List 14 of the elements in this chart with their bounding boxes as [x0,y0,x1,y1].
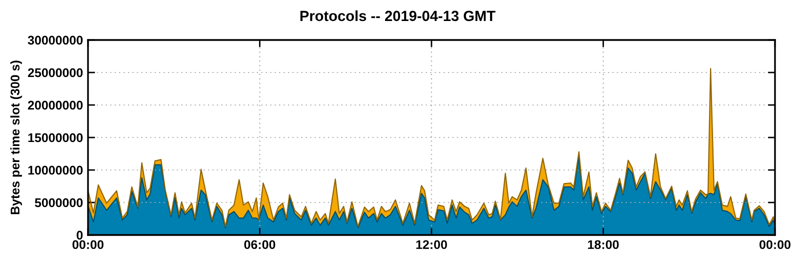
y-tick-label: 0 [76,230,83,240]
y-tick-label: 30000000 [28,36,83,45]
y-axis-title: Bytes per time slot (300 s) [10,60,22,214]
y-tick-label: 15000000 [28,133,83,142]
y-tick-label: 20000000 [28,100,83,110]
y-tick-label: 10000000 [28,166,83,175]
x-tick-label: 12:00 [416,240,447,250]
x-tick-label: 00:00 [72,240,104,250]
y-tick-label: 5000000 [34,198,83,208]
x-tick-label: 00:00 [760,240,790,250]
y-tick-label: 25000000 [28,68,83,78]
chart-title: Protocols -- 2019-04-13 GMT [300,10,496,22]
x-tick-label: 18:00 [588,240,619,250]
x-tick-label: 06:00 [244,240,276,250]
